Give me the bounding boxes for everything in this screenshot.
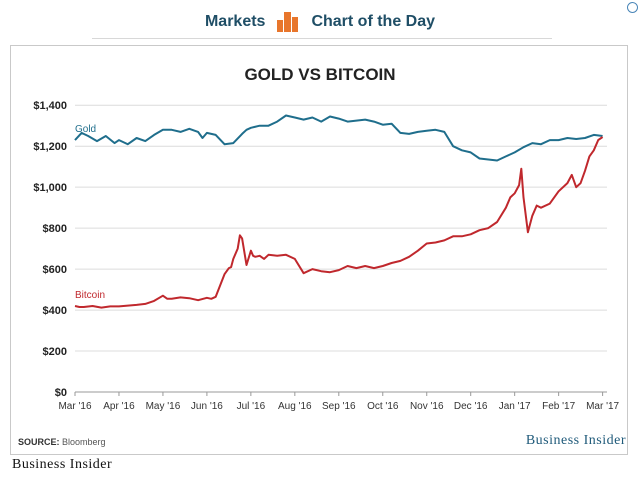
header-divider [92, 38, 552, 39]
page-header: Markets Chart of the Day [0, 0, 640, 44]
markets-label[interactable]: Markets [204, 13, 266, 30]
y-tick-label: $1,000 [33, 182, 67, 194]
y-tick-label: $600 [43, 264, 67, 276]
y-tick-label: $1,400 [33, 100, 67, 112]
source-note: SOURCE: Bloomberg [18, 437, 106, 447]
series-line-bitcoin [74, 136, 604, 309]
business-insider-inline-logo: Business Insider [525, 433, 626, 448]
y-tick-label: $200 [43, 346, 67, 358]
chart-title: GOLD VS BITCOIN [244, 65, 395, 84]
x-tick-label: Aug '16 [278, 401, 312, 412]
y-tick-label: $0 [55, 387, 67, 399]
x-tick-label: May '16 [146, 401, 181, 412]
chart-frame [10, 45, 628, 455]
chart-of-the-day-label[interactable]: Chart of the Day [311, 13, 436, 30]
bar-chart-icon [277, 12, 299, 32]
x-tick-label: Mar '17 [586, 401, 619, 412]
x-tick-label: Jun '16 [191, 401, 223, 412]
y-tick-label: $1,200 [33, 141, 67, 153]
y-tick-label: $400 [43, 305, 67, 317]
x-tick-label: Jul '16 [237, 401, 266, 412]
x-tick-label: Dec '16 [454, 401, 488, 412]
series-label-bitcoin: Bitcoin [75, 290, 105, 301]
source-prefix: SOURCE: [18, 437, 60, 447]
series-line-gold [74, 114, 603, 162]
x-tick-label: Sep '16 [322, 401, 356, 412]
x-tick-label: Feb '17 [542, 401, 575, 412]
x-tick-label: Apr '16 [103, 401, 135, 412]
x-tick-label: Nov '16 [410, 401, 444, 412]
x-tick-label: Oct '16 [367, 401, 399, 412]
y-tick-label: $800 [43, 223, 67, 235]
gold-vs-bitcoin-chart: GOLD VS BITCOIN $0 $200 $400 $600 $800 $1,000 $… [33, 65, 619, 412]
x-tick-label: Mar '16 [58, 401, 91, 412]
zoom-icon[interactable] [627, 2, 638, 13]
source-text: Bloomberg [62, 437, 106, 447]
x-tick-label: Jan '17 [499, 401, 531, 412]
series-label-gold: Gold [75, 124, 96, 135]
business-insider-footer-logo[interactable]: Business Insider [12, 457, 113, 472]
